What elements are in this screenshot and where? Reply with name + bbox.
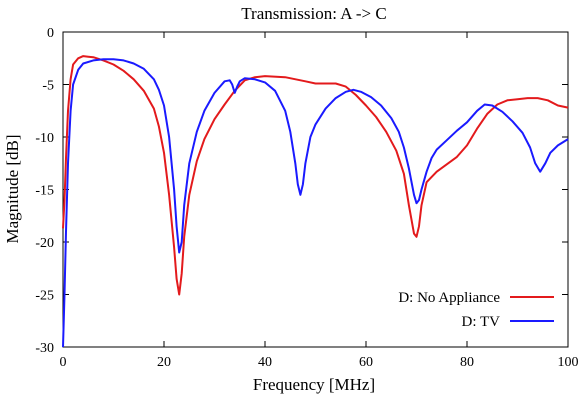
series-line-tv [62, 58, 569, 348]
y-tick-label: -30 [35, 341, 54, 356]
x-tick-label: 0 [60, 355, 67, 370]
legend-label-tv: D: TV [462, 314, 501, 330]
y-tick-label: -25 [35, 289, 54, 304]
x-tick-label: 20 [157, 355, 171, 370]
x-axis: 0 20 40 60 80 100 [60, 32, 579, 370]
series-lines [62, 55, 569, 348]
y-tick-label: -20 [35, 236, 54, 251]
legend: D: No Appliance D: TV [398, 290, 554, 330]
y-tick-label: -5 [42, 79, 54, 94]
legend-label-no-appliance: D: No Appliance [398, 290, 500, 306]
y-axis: 0 -5 -10 -15 -20 -25 -30 [35, 26, 568, 356]
x-tick-label: 40 [258, 355, 272, 370]
series-line-no-appliance [62, 55, 569, 296]
chart-title: Transmission: A -> C [241, 4, 386, 23]
y-tick-label: 0 [47, 26, 54, 41]
y-axis-label: Magnitude [dB] [3, 134, 22, 243]
y-tick-label: -10 [35, 131, 54, 146]
x-tick-label: 100 [558, 355, 579, 370]
x-axis-label: Frequency [MHz] [253, 375, 375, 394]
x-tick-label: 60 [359, 355, 373, 370]
x-tick-label: 80 [460, 355, 474, 370]
y-tick-label: -15 [35, 184, 54, 199]
